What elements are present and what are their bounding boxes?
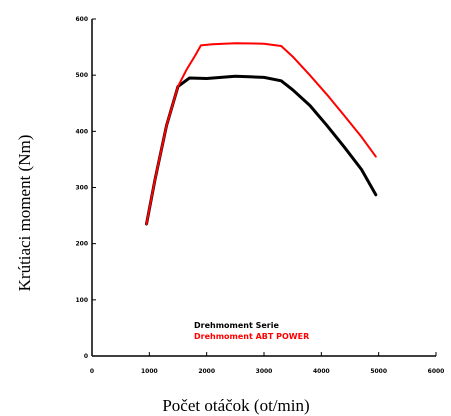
x-tick-label: 3000 — [256, 368, 273, 375]
y-tick-label: 0 — [84, 353, 88, 360]
x-axis-title: Počet otáčok (ot/min) — [162, 396, 309, 415]
axes — [91, 19, 436, 357]
y-ticks: 0 100 200 300 400 500 600 — [75, 16, 96, 360]
x-tick-label: 5000 — [370, 368, 387, 375]
y-axis-title: Krútiaci moment (Nm) — [15, 135, 34, 292]
x-tick-label: 1000 — [141, 368, 158, 375]
series-line-1 — [145, 74, 378, 226]
x-tick-label: 0 — [90, 368, 94, 375]
legend: Drehmoment Serie Drehmoment ABT POWER — [194, 321, 309, 341]
x-tick-label: 2000 — [198, 368, 215, 375]
x-tick-label: 6000 — [428, 368, 445, 375]
legend-entry-1: Drehmoment Serie — [194, 321, 279, 330]
y-tick-label: 600 — [75, 16, 88, 23]
y-tick-label: 100 — [75, 297, 88, 304]
x-tick-label: 4000 — [313, 368, 330, 375]
legend-entry-2: Drehmoment ABT POWER — [194, 332, 309, 341]
y-tick-label: 500 — [75, 72, 88, 79]
y-tick-label: 400 — [75, 128, 88, 135]
series-line-2 — [145, 42, 377, 225]
x-ticks: 0 1000 2000 3000 4000 5000 6000 — [90, 352, 444, 375]
y-tick-label: 300 — [75, 185, 88, 192]
series-layer — [145, 42, 378, 226]
y-tick-label: 200 — [75, 241, 88, 248]
